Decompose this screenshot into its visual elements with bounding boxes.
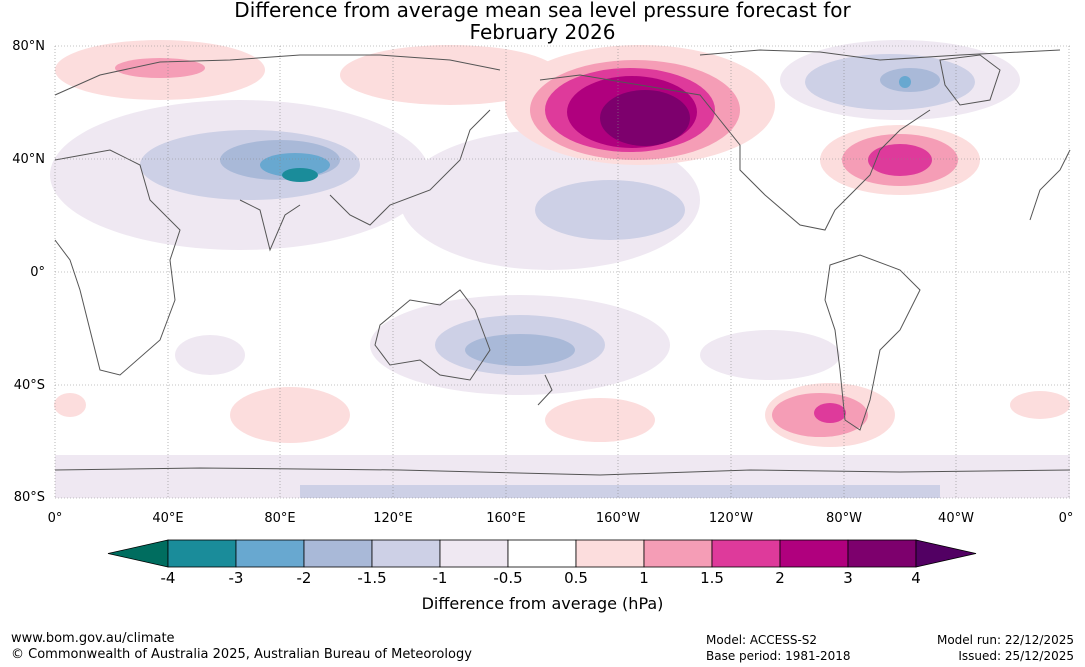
footer-base-period: Base period: 1981-2018 <box>706 649 851 663</box>
lon-label-0-right: 0° <box>1058 511 1074 526</box>
lat-label-40n: 40°N <box>12 152 45 167</box>
lat-label-80s: 80°S <box>13 490 45 505</box>
colorbar <box>107 539 977 568</box>
colorbar-extend-low <box>107 539 169 568</box>
lon-label-40w: 40°W <box>938 511 974 526</box>
lon-label-0-left: 0° <box>47 511 63 526</box>
lon-label-80w: 80°W <box>826 511 862 526</box>
footer-issued: Issued: 25/12/2025 <box>958 649 1074 663</box>
colorbar-tick: -1 <box>432 569 448 587</box>
map-title-line1: Difference from average mean sea level p… <box>234 0 851 22</box>
colorbar-swatch <box>779 539 849 568</box>
lat-label-80n: 80°N <box>12 39 45 54</box>
lon-label-80e: 80°E <box>264 511 296 526</box>
lon-label-120w: 120°W <box>708 511 754 526</box>
graticule <box>54 45 1070 499</box>
colorbar-swatch <box>167 539 237 568</box>
colorbar-tick: -2 <box>296 569 312 587</box>
colorbar-swatch <box>711 539 781 568</box>
colorbar-swatch <box>235 539 305 568</box>
colorbar-tick: -4 <box>160 569 176 587</box>
colorbar-swatch <box>643 539 713 568</box>
lon-label-40e: 40°E <box>152 511 184 526</box>
footer-model-run: Model run: 22/12/2025 <box>936 633 1074 647</box>
anomaly-fields <box>50 40 1070 498</box>
colorbar-swatch <box>575 539 645 568</box>
colorbar-swatch <box>439 539 509 568</box>
colorbar-swatch <box>303 539 373 568</box>
colorbar-tick: 2 <box>775 569 785 587</box>
colorbar-tick: 3 <box>843 569 853 587</box>
colorbar-swatch <box>371 539 441 568</box>
lon-label-120e: 120°E <box>373 511 413 526</box>
lon-label-160e: 160°E <box>486 511 526 526</box>
colorbar-title: Difference from average (hPa) <box>421 594 664 613</box>
lon-label-160w: 160°W <box>595 511 641 526</box>
footer-copyright: © Commonwealth of Australia 2025, Austra… <box>11 647 472 662</box>
colorbar-tick: -1.5 <box>357 569 387 587</box>
colorbar-extend-high <box>915 539 977 568</box>
colorbar-tick: -0.5 <box>493 569 523 587</box>
colorbar-tick: 0.5 <box>564 569 588 587</box>
colorbar-swatch <box>847 539 917 568</box>
lat-label-0: 0° <box>30 265 45 280</box>
coastlines <box>54 49 1071 476</box>
map-title-line2: February 2026 <box>469 20 616 44</box>
colorbar-tick: 4 <box>911 569 921 587</box>
colorbar-tick: 1.5 <box>700 569 724 587</box>
colorbar-tick: -3 <box>228 569 244 587</box>
footer-website: www.bom.gov.au/climate <box>11 631 175 646</box>
lat-label-40s: 40°S <box>13 378 45 393</box>
colorbar-tick: 1 <box>639 569 649 587</box>
footer-model: Model: ACCESS-S2 <box>706 633 818 647</box>
colorbar-swatch <box>507 539 577 568</box>
